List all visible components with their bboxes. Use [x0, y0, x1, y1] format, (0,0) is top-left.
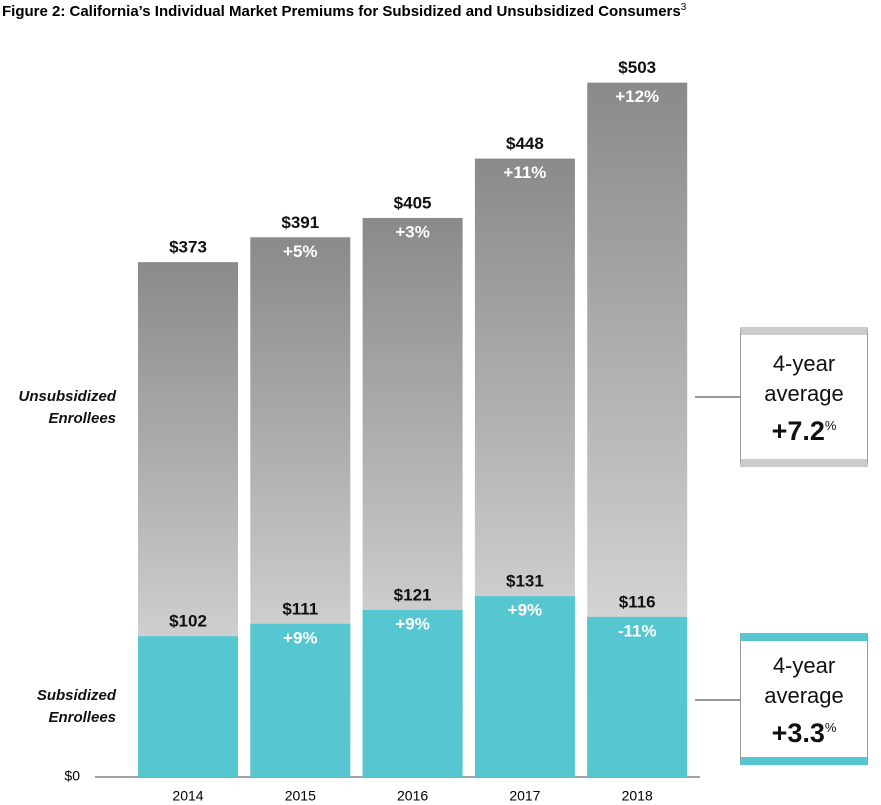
x-tick-label: 2016: [397, 788, 428, 804]
bar: [250, 623, 351, 777]
value-label: $116: [619, 592, 656, 611]
change-label: -11%: [618, 621, 657, 640]
x-tick-label: 2015: [285, 788, 316, 804]
change-label: +3%: [395, 222, 430, 241]
x-tick-label: 2014: [172, 788, 203, 804]
change-label: +5%: [283, 242, 318, 261]
x-tick-label: 2018: [622, 788, 653, 804]
summary-number: +3.3: [771, 718, 825, 748]
value-label: $503: [618, 58, 656, 77]
bar: [587, 616, 688, 777]
bar: [362, 609, 463, 777]
summary-value: +3.3%: [741, 711, 867, 750]
value-label: $111: [282, 599, 318, 618]
summary-text: 4-year average: [764, 351, 844, 406]
summary-text: 4-year average: [764, 653, 844, 708]
value-label: $373: [169, 238, 207, 257]
summary-value: +7.2%: [741, 409, 867, 448]
value-label: $391: [281, 213, 319, 232]
title-text: Figure 2: California’s Individual Market…: [2, 3, 681, 20]
value-label: $405: [394, 193, 432, 212]
summary-number: +7.2: [771, 416, 825, 446]
summary-unit: %: [824, 418, 837, 433]
change-label: +12%: [615, 87, 659, 106]
change-label: +9%: [508, 601, 543, 620]
value-label: $102: [169, 612, 207, 631]
legend-label: Subsidized Enrollees: [36, 687, 116, 726]
change-label: +9%: [283, 628, 318, 647]
value-label: $448: [506, 134, 544, 153]
x-tick-label: 2017: [509, 788, 540, 804]
legend-label: Unsubsidized Enrollees: [18, 388, 116, 427]
value-label: $131: [506, 572, 544, 591]
summary-unit: %: [824, 720, 837, 735]
change-label: +11%: [503, 163, 546, 182]
value-label: $121: [394, 585, 432, 604]
bar: [474, 596, 575, 777]
summary-box: 4-year average +3.3%: [740, 633, 868, 765]
bar: [138, 636, 238, 777]
change-label: +9%: [395, 614, 430, 633]
footnote: 3: [681, 2, 687, 13]
y-tick-label: $0: [64, 768, 80, 784]
summary-box: 4-year average +7.2%: [740, 327, 868, 467]
chart-title: Figure 2: California’s Individual Market…: [2, 2, 687, 20]
